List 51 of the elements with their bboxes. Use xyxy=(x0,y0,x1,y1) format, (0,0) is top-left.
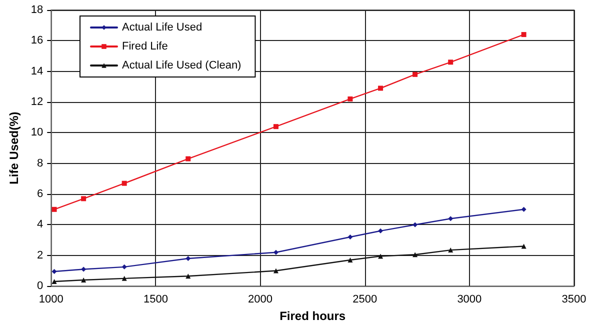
point xyxy=(273,250,278,255)
point xyxy=(186,256,191,261)
point xyxy=(521,244,526,249)
point xyxy=(521,206,526,212)
y-tick-label: 16 xyxy=(30,34,44,47)
point xyxy=(378,228,384,234)
point xyxy=(186,156,191,162)
point xyxy=(122,276,127,281)
point xyxy=(186,274,191,279)
y-tick-label: 2 xyxy=(37,249,44,262)
point xyxy=(378,86,384,91)
y-tick-label: 12 xyxy=(30,96,44,108)
point xyxy=(521,32,526,38)
point xyxy=(122,180,127,186)
y-tick-label: 14 xyxy=(30,65,44,78)
x-tick-label: 1500 xyxy=(143,294,168,306)
point xyxy=(81,196,86,202)
y-tick-label: 8 xyxy=(37,157,44,170)
point xyxy=(348,258,353,263)
x-axis-title: Fired hours xyxy=(280,309,346,323)
point xyxy=(448,60,454,65)
legend-label: Actual Life Used xyxy=(122,22,202,34)
y-tick-label: 6 xyxy=(37,188,44,200)
x-tick-label: 2000 xyxy=(248,294,273,306)
point xyxy=(448,216,454,222)
point xyxy=(412,72,418,77)
point xyxy=(52,206,57,212)
x-tick-label: 2500 xyxy=(352,294,378,306)
point xyxy=(348,234,353,240)
point xyxy=(122,264,127,270)
point xyxy=(448,248,454,253)
x-tick-label: 3500 xyxy=(562,294,586,306)
legend-label: Actual Life Used (Clean) xyxy=(122,60,242,72)
point xyxy=(273,124,278,130)
y-tick-label: 0 xyxy=(37,280,44,292)
point xyxy=(52,269,57,274)
y-tick-label: 10 xyxy=(30,126,44,139)
point xyxy=(81,277,86,282)
y-tick-label: 4 xyxy=(37,218,44,231)
legend-label: Fired Life xyxy=(122,40,168,52)
point xyxy=(412,252,418,258)
x-tick-label: 3000 xyxy=(457,294,482,306)
point xyxy=(52,279,57,284)
point xyxy=(348,96,353,102)
point xyxy=(81,266,86,272)
point xyxy=(378,254,384,259)
x-tick-label: 1000 xyxy=(38,294,64,306)
point xyxy=(412,222,418,228)
y-axis-title: Life Used(%) xyxy=(7,112,21,184)
y-tick-label: 18 xyxy=(30,4,44,16)
point xyxy=(273,268,278,274)
